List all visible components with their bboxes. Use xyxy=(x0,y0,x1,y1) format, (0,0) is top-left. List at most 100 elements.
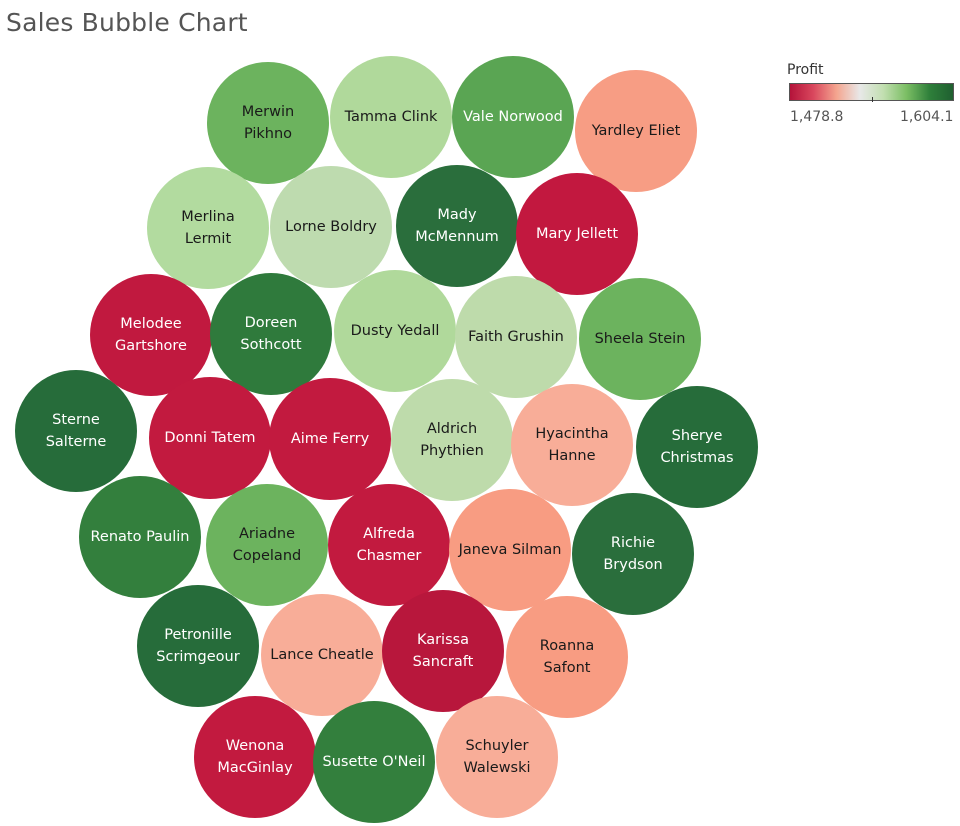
bubble[interactable]: Alfreda Chasmer xyxy=(328,484,450,606)
bubble[interactable]: Lance Cheatle xyxy=(261,594,383,716)
bubble[interactable]: Ariadne Copeland xyxy=(206,484,328,606)
bubble-label: Hanne xyxy=(548,448,595,464)
bubble-label: Karissa xyxy=(417,632,469,648)
bubble-circle[interactable] xyxy=(90,274,212,396)
bubble[interactable]: Mary Jellett xyxy=(516,173,638,295)
bubble-circle[interactable] xyxy=(313,701,435,823)
bubble-circle[interactable] xyxy=(391,379,513,501)
bubble-circle[interactable] xyxy=(572,493,694,615)
bubble-label: Mary Jellett xyxy=(536,226,618,242)
bubble[interactable]: Merlina Lermit xyxy=(147,167,269,289)
bubble-label: Schuyler xyxy=(465,738,528,754)
bubble-circle[interactable] xyxy=(382,590,504,712)
bubble-label: Sherye xyxy=(672,428,723,444)
bubble-circle[interactable] xyxy=(147,167,269,289)
bubble-label: Renato Paulin xyxy=(90,529,189,545)
bubble[interactable]: Donni Tatem xyxy=(149,377,271,499)
bubble-label: Aime Ferry xyxy=(291,431,370,447)
bubble-circle[interactable] xyxy=(269,378,391,500)
bubble-label: Alfreda xyxy=(363,526,415,542)
legend-title: Profit xyxy=(787,62,824,78)
bubble[interactable]: Lorne Boldry xyxy=(270,166,392,288)
bubble-label: Roanna xyxy=(540,638,594,654)
legend-gradient-bar xyxy=(789,83,954,101)
bubble-label: Pikhno xyxy=(244,126,292,142)
bubble[interactable]: Tamma Clink xyxy=(330,56,452,178)
bubble[interactable]: Aime Ferry xyxy=(269,378,391,500)
bubble[interactable]: Dusty Yedall xyxy=(334,270,456,392)
bubble[interactable]: Merwin Pikhno xyxy=(207,62,329,184)
bubble-label: Susette O'Neil xyxy=(323,754,426,770)
bubble[interactable]: Sherye Christmas xyxy=(636,386,758,508)
bubble-circle[interactable] xyxy=(261,594,383,716)
bubble[interactable]: Wenona MacGinlay xyxy=(194,696,316,818)
bubble-label: Wenona xyxy=(226,738,285,754)
bubble-circle[interactable] xyxy=(330,56,452,178)
bubble-label: Ariadne xyxy=(239,526,295,542)
bubble[interactable]: Sheela Stein xyxy=(579,278,701,400)
bubble-circle[interactable] xyxy=(15,370,137,492)
bubble-circle[interactable] xyxy=(449,489,571,611)
bubble[interactable]: Susette O'Neil xyxy=(313,701,435,823)
bubble[interactable]: Mady McMennum xyxy=(396,165,518,287)
bubble-label: Lorne Boldry xyxy=(285,219,377,235)
bubble-label: Yardley Eliet xyxy=(591,123,681,139)
bubble-label: Petronille xyxy=(164,627,232,643)
bubble-label: Faith Grushin xyxy=(468,329,564,345)
bubble[interactable]: Vale Norwood xyxy=(452,56,574,178)
bubble-label: Chasmer xyxy=(357,548,422,564)
bubble[interactable]: Doreen Sothcott xyxy=(210,273,332,395)
bubble-label: Merlina xyxy=(181,209,235,225)
bubble-circle[interactable] xyxy=(149,377,271,499)
bubble-label: Janeva Silman xyxy=(458,542,562,558)
bubble-circle[interactable] xyxy=(579,278,701,400)
bubble[interactable]: Richie Brydson xyxy=(572,493,694,615)
bubble-label: Gartshore xyxy=(115,338,187,354)
bubble[interactable]: Janeva Silman xyxy=(449,489,571,611)
bubble-label: Scrimgeour xyxy=(156,649,239,665)
bubble-circle[interactable] xyxy=(206,484,328,606)
bubble[interactable]: Yardley Eliet xyxy=(575,70,697,192)
bubble[interactable]: Sterne Salterne xyxy=(15,370,137,492)
bubble-circle[interactable] xyxy=(79,476,201,598)
bubble-label: Salterne xyxy=(46,434,107,450)
bubble-label: Walewski xyxy=(463,760,530,776)
bubble-label: Dusty Yedall xyxy=(351,323,440,339)
bubble[interactable]: Karissa Sancraft xyxy=(382,590,504,712)
bubble-circle[interactable] xyxy=(575,70,697,192)
bubble[interactable]: Hyacintha Hanne xyxy=(511,384,633,506)
bubble-label: Lermit xyxy=(185,231,232,247)
bubble[interactable]: Petronille Scrimgeour xyxy=(137,585,259,707)
bubble-circle[interactable] xyxy=(137,585,259,707)
bubble-label: Doreen xyxy=(245,315,298,331)
bubble[interactable]: Faith Grushin xyxy=(455,276,577,398)
bubble-circle[interactable] xyxy=(516,173,638,295)
bubble-circle[interactable] xyxy=(452,56,574,178)
bubble-circle[interactable] xyxy=(455,276,577,398)
bubble-circle[interactable] xyxy=(194,696,316,818)
bubble[interactable]: Schuyler Walewski xyxy=(436,696,558,818)
bubble-circle[interactable] xyxy=(270,166,392,288)
bubble-circle[interactable] xyxy=(511,384,633,506)
bubble-label: Lance Cheatle xyxy=(270,647,373,663)
bubble-circle[interactable] xyxy=(436,696,558,818)
chart-title: Sales Bubble Chart xyxy=(6,8,248,37)
bubble-circle[interactable] xyxy=(396,165,518,287)
bubble-label: Sothcott xyxy=(240,337,301,353)
bubble-circle[interactable] xyxy=(207,62,329,184)
bubble-circle[interactable] xyxy=(636,386,758,508)
bubble-label: Merwin xyxy=(242,104,294,120)
bubble-label: Aldrich xyxy=(427,421,477,437)
bubble[interactable]: Roanna Safont xyxy=(506,596,628,718)
bubble-circle[interactable] xyxy=(506,596,628,718)
bubble-label: Sheela Stein xyxy=(595,331,686,347)
bubble[interactable]: Renato Paulin xyxy=(79,476,201,598)
bubble-circle[interactable] xyxy=(334,270,456,392)
bubble[interactable]: Aldrich Phythien xyxy=(391,379,513,501)
legend-max-label: 1,604.1 xyxy=(900,109,954,125)
bubble-label: Tamma Clink xyxy=(344,109,438,125)
bubble-circle[interactable] xyxy=(328,484,450,606)
bubble-label: Donni Tatem xyxy=(164,430,255,446)
bubble[interactable]: Melodee Gartshore xyxy=(90,274,212,396)
bubble-circle[interactable] xyxy=(210,273,332,395)
